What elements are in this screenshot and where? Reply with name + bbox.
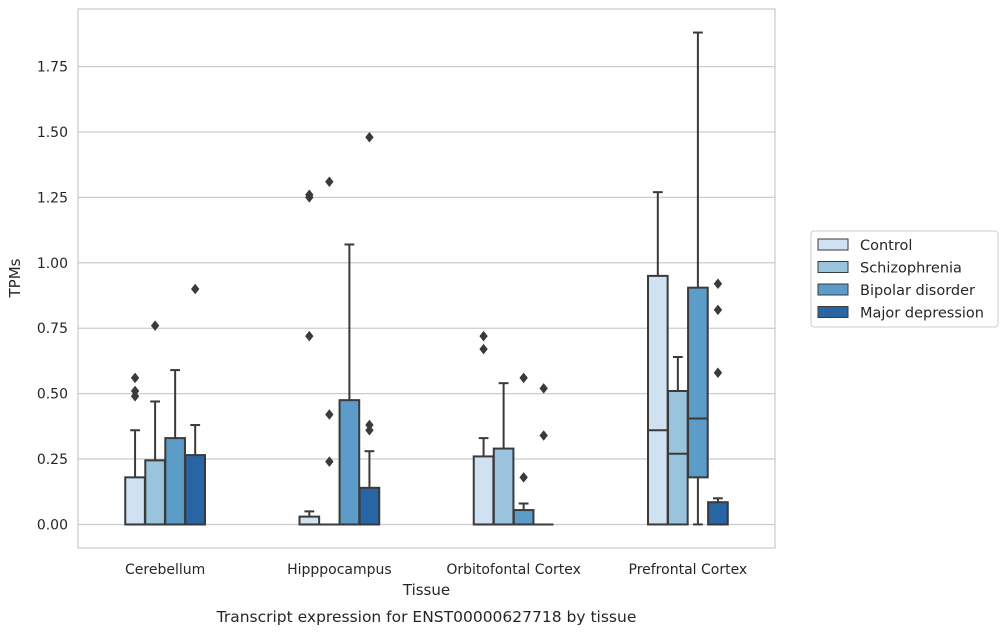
box-body <box>358 486 381 526</box>
x-tick-label: Orbitofontal Cortex <box>446 562 581 578</box>
category-group <box>124 283 207 526</box>
outlier-point <box>539 430 548 441</box>
box-body <box>687 286 709 479</box>
legend-swatch <box>817 306 849 318</box>
x-tick-label: Prefrontal Cortex <box>629 562 748 578</box>
box-body <box>298 515 321 526</box>
category-group <box>646 31 729 526</box>
outlier-point <box>519 372 528 384</box>
y-tick-labels: 0.00 0.25 0.50 0.75 1.00 1.25 1.50 1.75 <box>37 60 68 534</box>
outlier-point <box>305 330 314 342</box>
outlier-point <box>539 383 548 394</box>
outlier-point <box>325 456 334 467</box>
y-tick-label: 1.50 <box>37 125 68 141</box>
box <box>472 330 495 526</box>
y-tick-label: 1.00 <box>37 256 68 272</box>
box <box>358 131 381 526</box>
legend-swatch <box>817 261 849 273</box>
box <box>707 278 729 526</box>
chart-caption: Transcript expression for ENST0000062771… <box>216 608 637 626</box>
x-tick-label: Hipppocampus <box>287 562 392 578</box>
box <box>338 243 361 526</box>
x-tick-label: Cerebellum <box>125 562 205 578</box>
legend-frame <box>810 230 999 328</box>
box <box>298 189 321 526</box>
outlier-point <box>713 304 723 316</box>
legend-label: Major depression <box>860 306 984 322</box>
box-body <box>144 459 166 526</box>
outlier-point <box>365 131 374 143</box>
legend-swatch <box>817 238 849 251</box>
box-body <box>492 447 515 526</box>
outlier-point <box>150 320 160 331</box>
category-group <box>298 131 381 526</box>
y-tick-label: 0.00 <box>37 517 68 533</box>
box-body <box>164 437 186 526</box>
box-body <box>124 476 146 526</box>
y-tick-label: 1.25 <box>37 190 68 206</box>
outlier-point <box>365 419 374 431</box>
outlier-point <box>325 409 334 420</box>
outlier-point <box>479 330 488 342</box>
box <box>512 372 535 526</box>
box-body <box>512 509 535 526</box>
box <box>492 382 515 526</box>
outlier-point <box>305 189 314 201</box>
box-body <box>667 390 689 526</box>
box-body <box>707 501 729 526</box>
box <box>184 283 207 526</box>
y-tick-label: 1.75 <box>37 60 68 76</box>
box-body <box>472 455 495 526</box>
y-axis-title: TPMs <box>6 258 24 298</box>
box-body <box>338 399 361 526</box>
y-tick-label: 0.25 <box>37 452 68 468</box>
legend-label: Control <box>860 238 912 254</box>
outlier-point <box>130 385 140 397</box>
outlier-point <box>713 278 723 289</box>
box-body <box>184 454 207 526</box>
box <box>319 176 340 526</box>
legend-label: Schizophrenia <box>860 261 962 277</box>
box <box>687 31 709 526</box>
y-tick-label: 0.75 <box>37 321 68 337</box>
box-groups <box>124 31 729 526</box>
box <box>533 383 554 526</box>
legend-swatch <box>817 283 849 296</box>
legend: Control Schizophrenia Bipolar disorder Majo… <box>810 230 999 328</box>
outlier-point <box>713 367 723 378</box>
box-body <box>646 274 669 526</box>
box <box>667 355 689 526</box>
outlier-point <box>130 372 140 384</box>
category-group <box>472 330 554 526</box>
outlier-point <box>325 176 334 187</box>
plot-frame <box>77 8 776 549</box>
legend-label: Bipolar disorder <box>860 283 975 299</box>
x-tick-labels: Cerebellum Hipppocampus Orbitofontal Corte… <box>125 562 747 578</box>
outlier-point <box>479 343 488 355</box>
outlier-point <box>519 472 528 483</box>
box <box>124 372 146 526</box>
x-axis-title: Tissue <box>402 581 450 599</box>
outlier-point <box>190 283 200 295</box>
y-tick-label: 0.50 <box>37 387 68 403</box>
